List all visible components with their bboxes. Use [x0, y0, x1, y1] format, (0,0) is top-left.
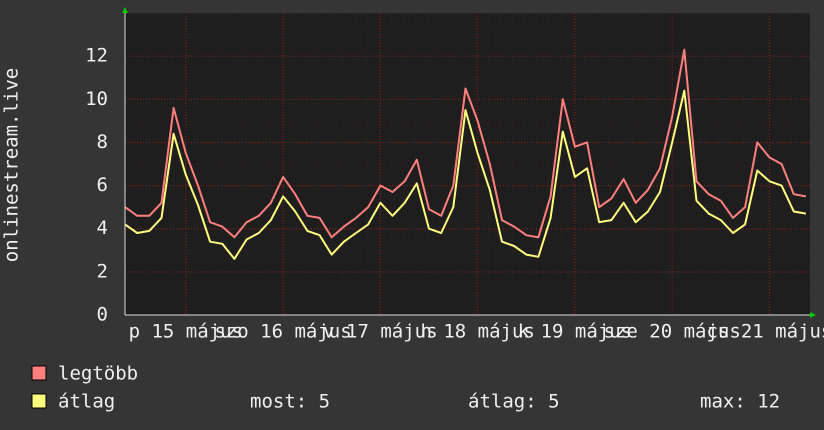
stat: átlag: 5	[468, 391, 560, 413]
y-tick-label: 8	[97, 131, 108, 153]
lines	[124, 48, 807, 260]
stat: most: 5	[250, 391, 330, 413]
series-line	[124, 89, 807, 260]
y-tick-label: 12	[85, 45, 108, 67]
y-arrow	[122, 7, 128, 13]
y-tick-label: 10	[85, 88, 108, 110]
x-tick-label: sze 20 május	[604, 321, 741, 343]
x-tick-label: szo 16 május	[214, 321, 351, 343]
x-tick-label: h 18 május	[420, 321, 534, 343]
x-tick-label: p 15 május	[129, 321, 243, 343]
minor-grid	[125, 13, 810, 315]
x-tick-label: k 19 május	[518, 321, 632, 343]
y-axis-label: onlinestream.live	[1, 68, 23, 262]
x-tick-label: v 17 május	[323, 321, 437, 343]
legend-label: átlag	[58, 391, 115, 413]
x-tick-label: cs 21 május	[707, 321, 824, 343]
legend-swatch	[31, 393, 47, 409]
y-tick-label: 2	[97, 260, 108, 282]
y-tick-label: 0	[97, 304, 108, 326]
y-tick-label: 6	[97, 174, 108, 196]
series-line	[124, 48, 807, 239]
legend-label: legtöbb	[58, 363, 138, 385]
legend-swatch	[31, 365, 47, 381]
stat: max: 12	[700, 391, 780, 413]
y-tick-label: 4	[97, 217, 108, 239]
legend: legtöbb átlag most: 5 átlag: 5 max: 12	[31, 363, 780, 413]
x-arrow	[810, 312, 816, 318]
